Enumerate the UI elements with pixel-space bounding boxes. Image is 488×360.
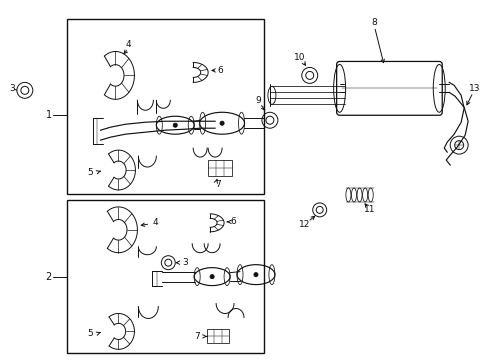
Bar: [66, 19, 264, 194]
Text: 4: 4: [125, 40, 131, 49]
Text: 7: 7: [215, 180, 221, 189]
Circle shape: [253, 273, 258, 276]
Text: 5: 5: [87, 329, 92, 338]
Bar: [66, 200, 264, 353]
Bar: [208, 160, 232, 176]
Text: 3: 3: [182, 258, 187, 267]
Text: 6: 6: [230, 217, 235, 226]
Text: 9: 9: [255, 96, 260, 105]
Circle shape: [220, 121, 224, 125]
Circle shape: [210, 275, 214, 279]
Text: 5: 5: [87, 167, 92, 176]
Circle shape: [173, 123, 177, 127]
Text: 1: 1: [45, 110, 52, 120]
Text: 8: 8: [371, 18, 377, 27]
Text: 3: 3: [9, 84, 15, 93]
Bar: [207, 329, 228, 343]
Text: 6: 6: [217, 66, 223, 75]
Text: 13: 13: [468, 84, 480, 93]
Text: 2: 2: [45, 272, 52, 282]
Text: 4: 4: [152, 218, 158, 227]
Text: 11: 11: [363, 206, 374, 215]
Text: 12: 12: [299, 220, 310, 229]
Text: 7: 7: [194, 332, 200, 341]
Text: 10: 10: [293, 53, 305, 62]
